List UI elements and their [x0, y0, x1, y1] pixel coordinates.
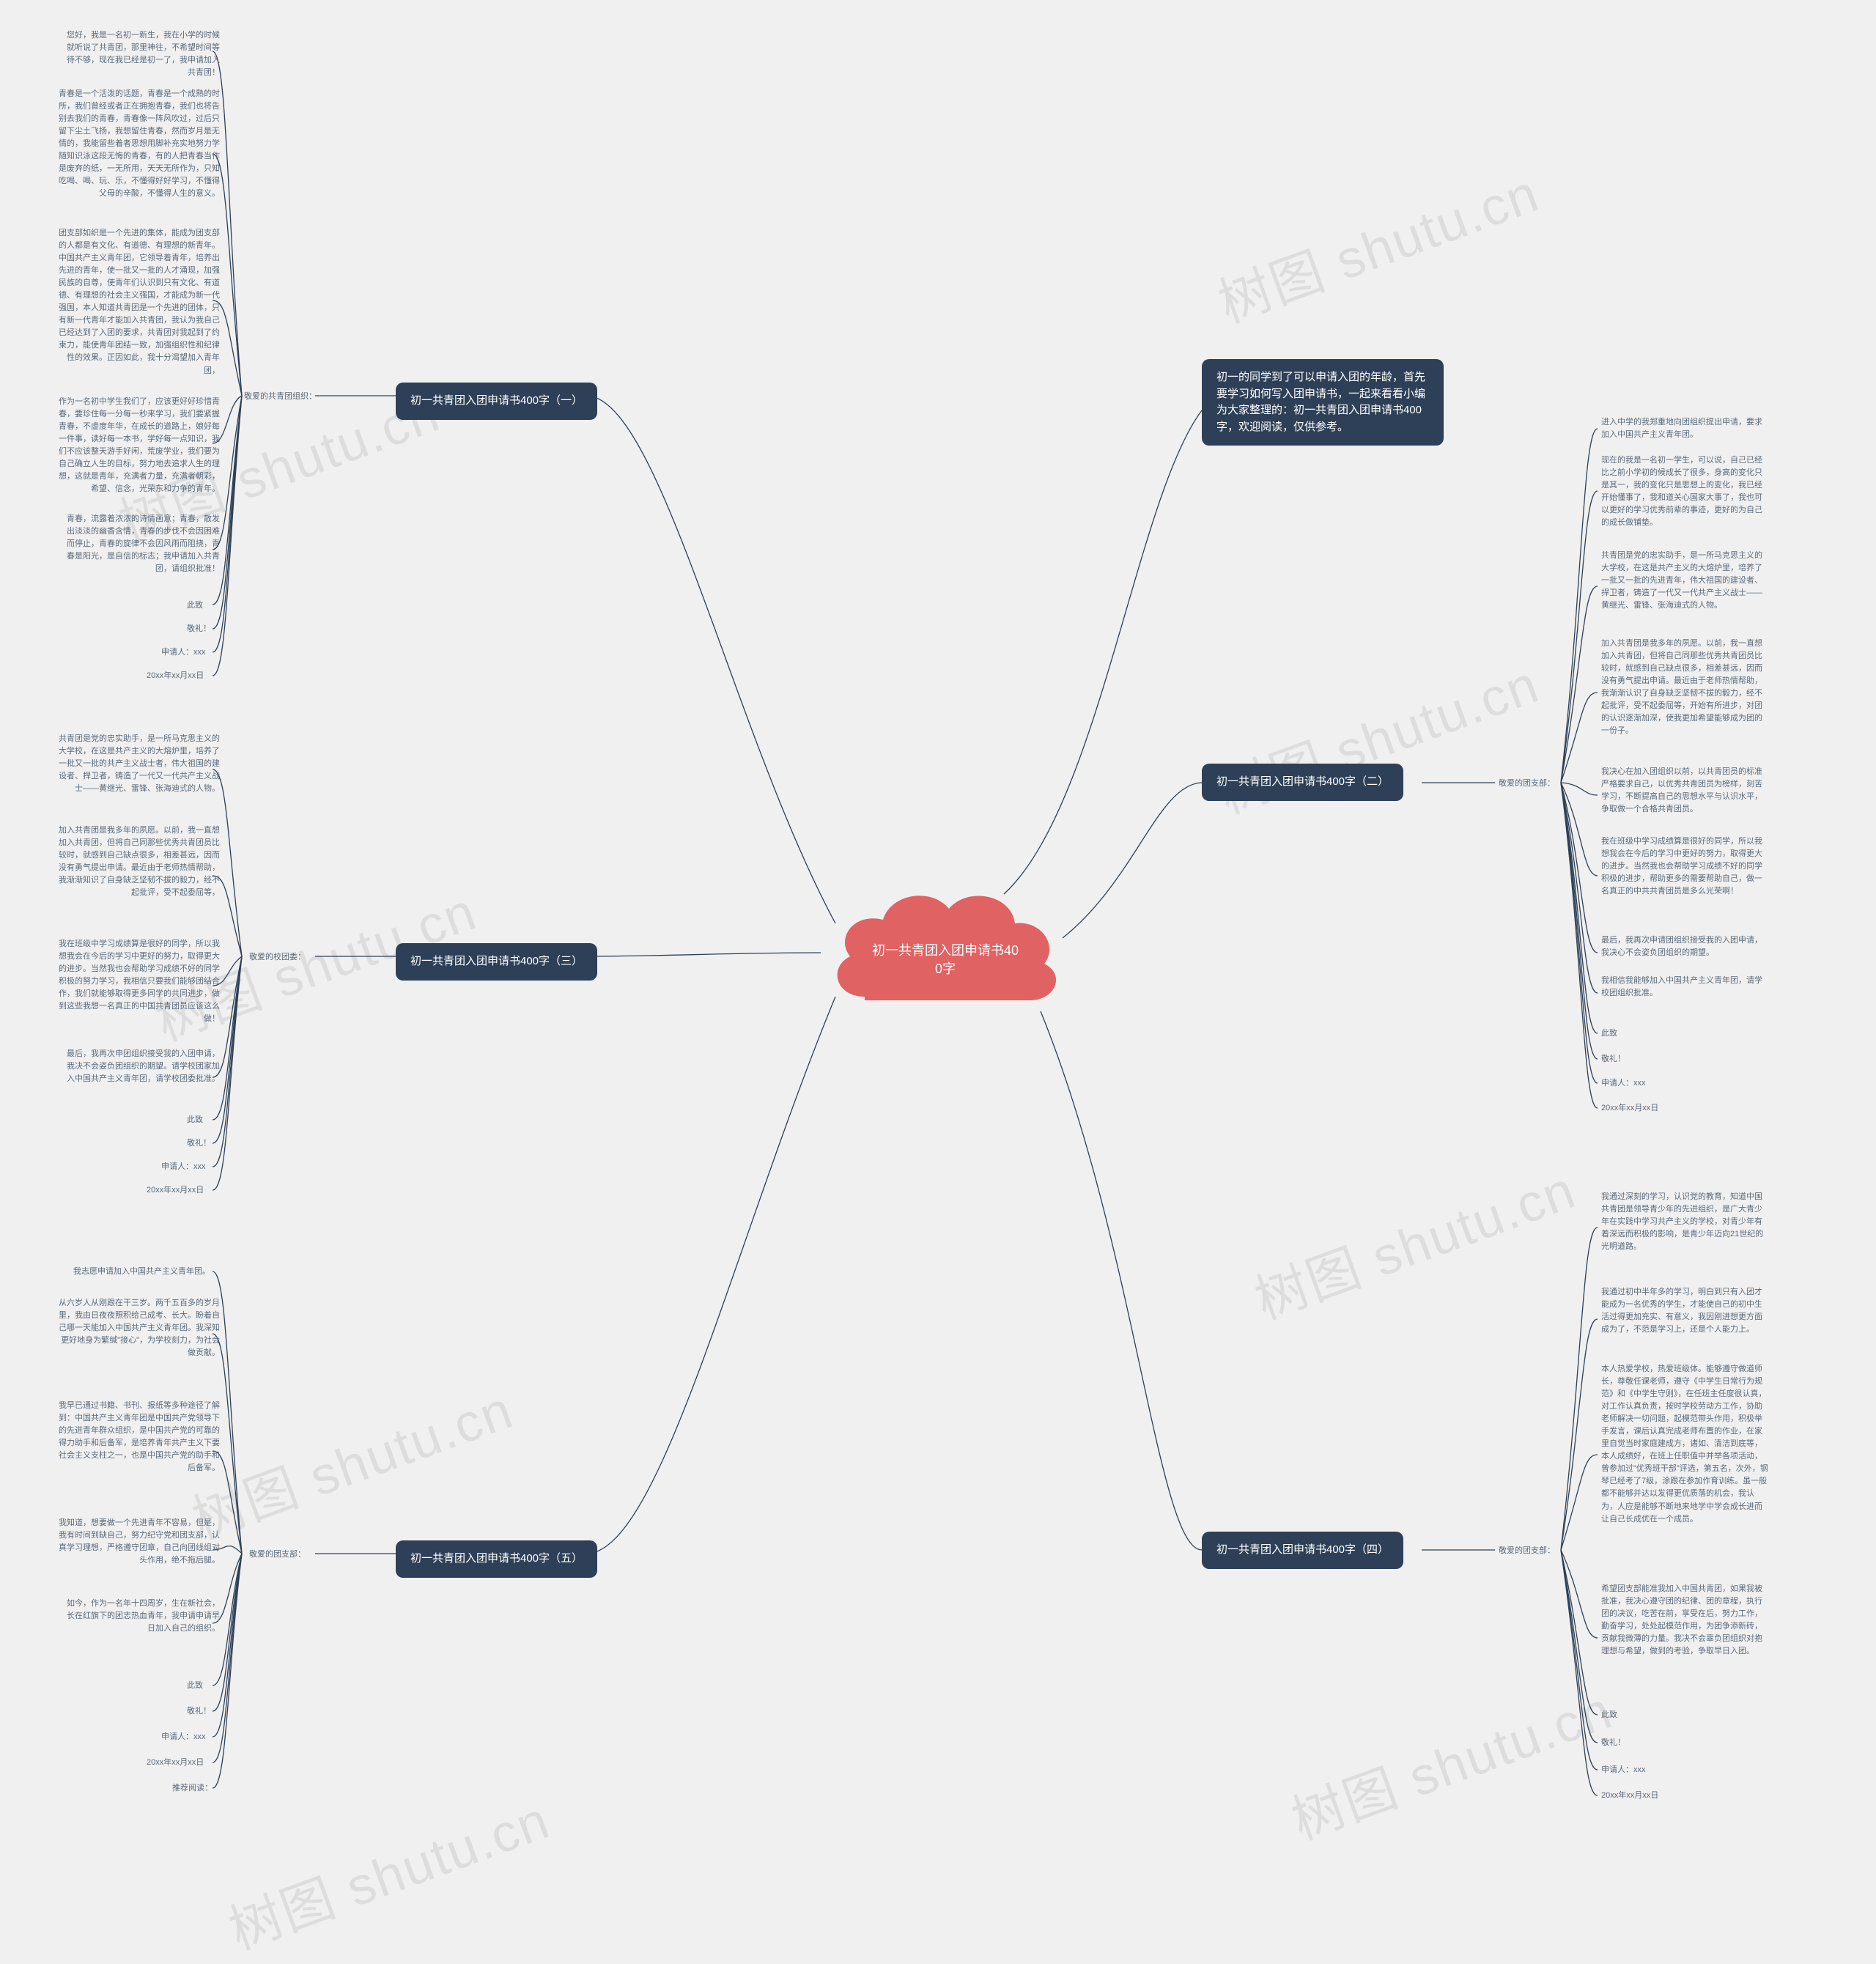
b5-p1: 从六岁人从刚跟在干三岁。两千五百多的岁月里，我由日夜夜照积给己成考、长大。盼着自…	[55, 1297, 220, 1359]
b3-p2: 加入共青团是我多年的夙愿。以前，我一直想加入共青团，但将自己同那些优秀共青团员比…	[59, 824, 220, 899]
watermark: 树图 shutu.cn	[180, 1367, 522, 1554]
center-node: 初一共青团入团申请书40 0字	[821, 872, 1070, 1033]
branch-4-label: 初一共青团入团申请书400字（四）	[1216, 1543, 1389, 1556]
b1-p4: 作为一名初中学生我们了，应该更好好珍惜青春，要珍住每一分每一秒来学习，我们要紧握…	[59, 396, 220, 495]
branch-2-sublabel: 敬爱的团支部：	[1499, 777, 1555, 789]
watermark: 树图 shutu.cn	[1279, 1667, 1621, 1854]
b3-sig2: 敬礼！	[187, 1137, 211, 1150]
branch-3-label: 初一共青团入团申请书400字（三）	[410, 955, 583, 967]
b5-p4: 如今，作为一名年十四周岁，生在新社会，长在红旗下的团志热血青年，我申请申请早日加…	[62, 1598, 220, 1635]
b3-sig4: 20xx年xx月xx日	[147, 1184, 204, 1197]
branch-3-sublabel: 敬爱的校团委：	[249, 950, 306, 962]
branch-5-sublabel: 敬爱的团支部：	[249, 1548, 306, 1559]
b4-p3: 本人热爱学校，热爱班级体。能够遵守做道师长，尊敬任课老师，遵守《中学生日常行为规…	[1601, 1363, 1770, 1526]
branch-1-label: 初一共青团入团申请书400字（一）	[410, 394, 583, 407]
branch-1-sublabel: 敬爱的共青团组织：	[244, 390, 317, 402]
intro-text: 初一的同学到了可以申请入团的年龄，首先要学习如何写入团申请书，一起来看看小编为大…	[1216, 371, 1425, 433]
b3-sig1: 此致	[187, 1114, 203, 1126]
b5-p0: 我志愿申请加入中国共产主义青年团。	[73, 1266, 210, 1278]
b4-p2: 我通过初中半年多的学习，明白到只有入团才能成为一名优秀的学生，才能使自己的初中生…	[1601, 1286, 1766, 1336]
b5-sig5: 推荐阅读：	[172, 1782, 213, 1795]
b2-p8: 我相信我能够加入中国共产主义青年团，请学校团组织批准。	[1601, 975, 1766, 1000]
b5-p2: 我早已通过书籍、书刊、报纸等多种途径了解到：中国共产主义青年团是中国共产党领导下…	[55, 1400, 220, 1474]
branch-1: 初一共青团入团申请书400字（一）	[396, 383, 597, 420]
b2-p6: 我在班级中学习成绩算是很好的同学，所以我想我会在今后的学习中更好的努力，取得更大…	[1601, 835, 1766, 898]
b4-sig1: 此致	[1601, 1709, 1617, 1721]
b5-sig1: 此致	[187, 1680, 203, 1692]
watermark: 树图 shutu.cn	[217, 1777, 558, 1964]
b5-sig2: 敬礼！	[187, 1705, 211, 1718]
b4-p4: 希望团支部能准我加入中国共青团，如果我被批准，我决心遵守团的纪律、团的章程，执行…	[1601, 1583, 1766, 1658]
b4-sig2: 敬礼！	[1601, 1737, 1625, 1749]
b3-p4: 最后，我再次申团组织接受我的入团申请，我决不会姿负团组织的期望。请学校团家加入中…	[66, 1048, 220, 1085]
b1-p3: 团支部如织是一个先进的集体，能成为团支部的人都是有文化、有道德、有理想的新青年。…	[51, 227, 220, 377]
branch-5: 初一共青团入团申请书400字（五）	[396, 1540, 597, 1578]
b4-sig3: 申请人：xxx	[1601, 1764, 1646, 1776]
b2-sig4: 20xx年xx月xx日	[1601, 1102, 1658, 1115]
b5-p3: 我知道，想要做一个先进青年不容易，但是，我有时间到缺自己，努力纪守党和团支部，认…	[59, 1517, 220, 1567]
b4-sig4: 20xx年xx月xx日	[1601, 1790, 1658, 1802]
b2-p1: 进入中学的我郑重地向团组织提出申请，要求加入中国共产主义青年团。	[1601, 416, 1762, 441]
b2-p4: 加入共青团是我多年的夙愿。以前，我一直想加入共青团，但将自己同那些优秀共青团员比…	[1601, 638, 1766, 737]
branch-3: 初一共青团入团申请书400字（三）	[396, 943, 597, 981]
b1-sig3: 申请人：xxx	[161, 646, 206, 659]
branch-2: 初一共青团入团申请书400字（二）	[1202, 764, 1403, 801]
b3-sig3: 申请人：xxx	[161, 1161, 206, 1173]
branch-4-sublabel: 敬爱的团支部：	[1499, 1544, 1555, 1556]
b2-sig2: 敬礼！	[1601, 1053, 1625, 1066]
b2-p2: 现在的我是一名初一学生，可以说，自己已经比之前小学初的候成长了很多，身高的变化只…	[1601, 454, 1766, 529]
watermark: 树图 shutu.cn	[1243, 1147, 1584, 1334]
watermark: 树图 shutu.cn	[1206, 150, 1548, 337]
b2-p3: 共青团是党的忠实助手，是一所马克思主义的大学校，在这是共产主义的大熔炉里，培养了…	[1601, 550, 1766, 612]
branch-4: 初一共青团入团申请书400字（四）	[1202, 1532, 1403, 1569]
b2-p7: 最后，我再次申请团组织接受我的入团申请，我决心不会姿负团组织的期望。	[1601, 934, 1766, 959]
branch-5-label: 初一共青团入团申请书400字（五）	[410, 1552, 583, 1565]
b1-p5: 青春，流露着浓浓的诗情画意；青春，散发出淡淡的幽香含情，青春的步伐不会因困难而停…	[66, 513, 220, 575]
center-title-l1: 初一共青团入团申请书40	[821, 942, 1070, 960]
b2-sig3: 申请人：xxx	[1601, 1077, 1646, 1090]
b5-sig3: 申请人：xxx	[161, 1731, 206, 1743]
center-title: 初一共青团入团申请书40 0字	[821, 942, 1070, 978]
b1-sig4: 20xx年xx月xx日	[147, 670, 204, 682]
b1-p2: 青春是一个活泼的话题，青春是一个成熟的时所，我们曾经或者正在拥抱青春，我们也将告…	[51, 88, 220, 200]
b1-sig1: 此致	[187, 599, 203, 612]
b1-p1: 您好，我是一名初一新生，我在小学的时候就听说了共青团，那里神往，不希望时间等待不…	[66, 29, 220, 79]
b2-p5: 我决心在加入团组织以前，以共青团员的标准严格要求自己，以优秀共青团员为榜样，刻苦…	[1601, 766, 1766, 816]
b1-sig2: 敬礼！	[187, 623, 211, 635]
branch-2-label: 初一共青团入团申请书400字（二）	[1216, 775, 1389, 788]
b3-p1: 共青团是党的忠实助手，是一所马克思主义的大学校，在这是共产主义的大熔炉里，培养了…	[59, 733, 220, 795]
b3-p3: 我在班级中学习成绩算是很好的同学，所以我想我会在今后的学习中更好的努力，取得更大…	[55, 938, 220, 1025]
b5-sig4: 20xx年xx月xx日	[147, 1757, 204, 1769]
b2-sig1: 此致	[1601, 1027, 1617, 1040]
intro-node: 初一的同学到了可以申请入团的年龄，首先要学习如何写入团申请书，一起来看看小编为大…	[1202, 359, 1444, 446]
b4-p1: 我通过深刻的学习，认识党的教育，知道中国共青团是领导青少年的先进组织，是广大青少…	[1601, 1191, 1766, 1253]
center-title-l2: 0字	[821, 960, 1070, 978]
